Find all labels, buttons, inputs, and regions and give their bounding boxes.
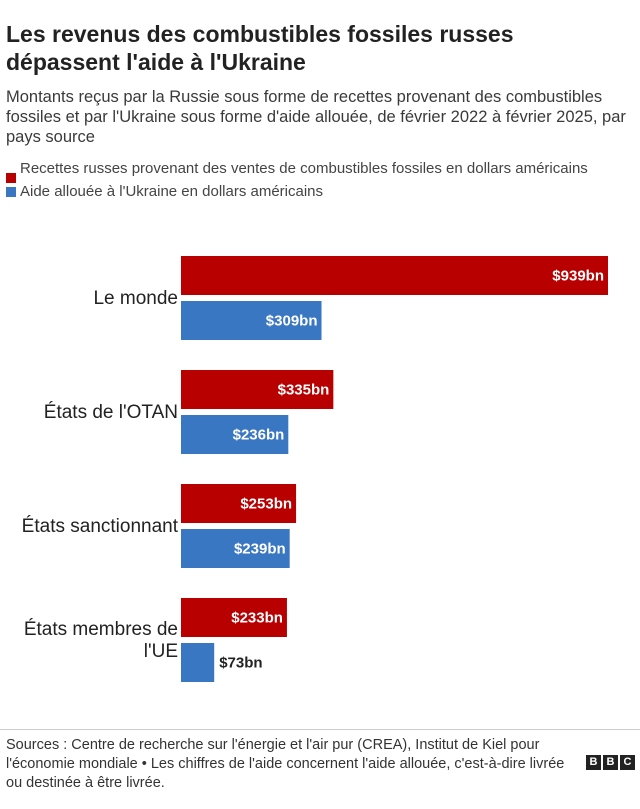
bar-chart: $939bn $309bn Le monde $335bn $236bn États de… xyxy=(22,256,608,682)
bar-revenue xyxy=(181,256,608,295)
chart-title: Les revenus des combustibles fossiles ru… xyxy=(6,21,514,75)
legend-swatch-blue xyxy=(6,187,16,197)
legend-item-ukraine-aid: Aide allouée à l'Ukraine en dollars amér… xyxy=(6,182,626,201)
category-label: États de l'OTAN xyxy=(44,402,178,423)
legend-swatch-red xyxy=(6,173,16,183)
footer-divider xyxy=(0,729,640,730)
category-label: Le monde xyxy=(93,288,178,309)
legend: Recettes russes provenant des ventes de … xyxy=(6,159,626,205)
category-label: États sanctionnant xyxy=(22,516,179,537)
category-label: l'UE xyxy=(144,641,178,662)
legend-label-ukraine-aid: Aide allouée à l'Ukraine en dollars amér… xyxy=(20,183,324,200)
bar-revenue xyxy=(181,370,334,409)
bar-value-label: $233bn xyxy=(231,610,283,627)
bar-aid xyxy=(181,643,215,682)
bar-aid xyxy=(181,529,290,568)
bar-revenue xyxy=(181,484,297,523)
bar-value-label: $253bn xyxy=(240,496,292,513)
bar-aid xyxy=(181,301,322,340)
bar-value-label: $73bn xyxy=(219,655,262,672)
bbc-logo-letter: C xyxy=(620,755,635,770)
legend-label-russian-revenue: Recettes russes provenant des ventes de … xyxy=(20,160,588,177)
bar-revenue xyxy=(181,598,287,637)
bar-value-label: $236bn xyxy=(233,427,285,444)
category-label: États membres de xyxy=(24,619,178,640)
bbc-logo-letter: B xyxy=(586,755,601,770)
bar-value-label: $335bn xyxy=(278,382,330,399)
bar-value-label: $939bn xyxy=(552,268,604,285)
chart-subtitle: Montants reçus par la Russie sous forme … xyxy=(6,88,626,146)
bar-value-label: $239bn xyxy=(234,541,286,558)
bar-aid xyxy=(181,415,289,454)
legend-item-russian-revenue: Recettes russes provenant des ventes de … xyxy=(6,159,626,183)
bbc-logo-letter: B xyxy=(603,755,618,770)
bar-value-label: $309bn xyxy=(266,313,318,330)
bbc-logo: B B C xyxy=(586,755,635,770)
source-note: Sources : Centre de recherche sur l'éner… xyxy=(6,737,565,791)
